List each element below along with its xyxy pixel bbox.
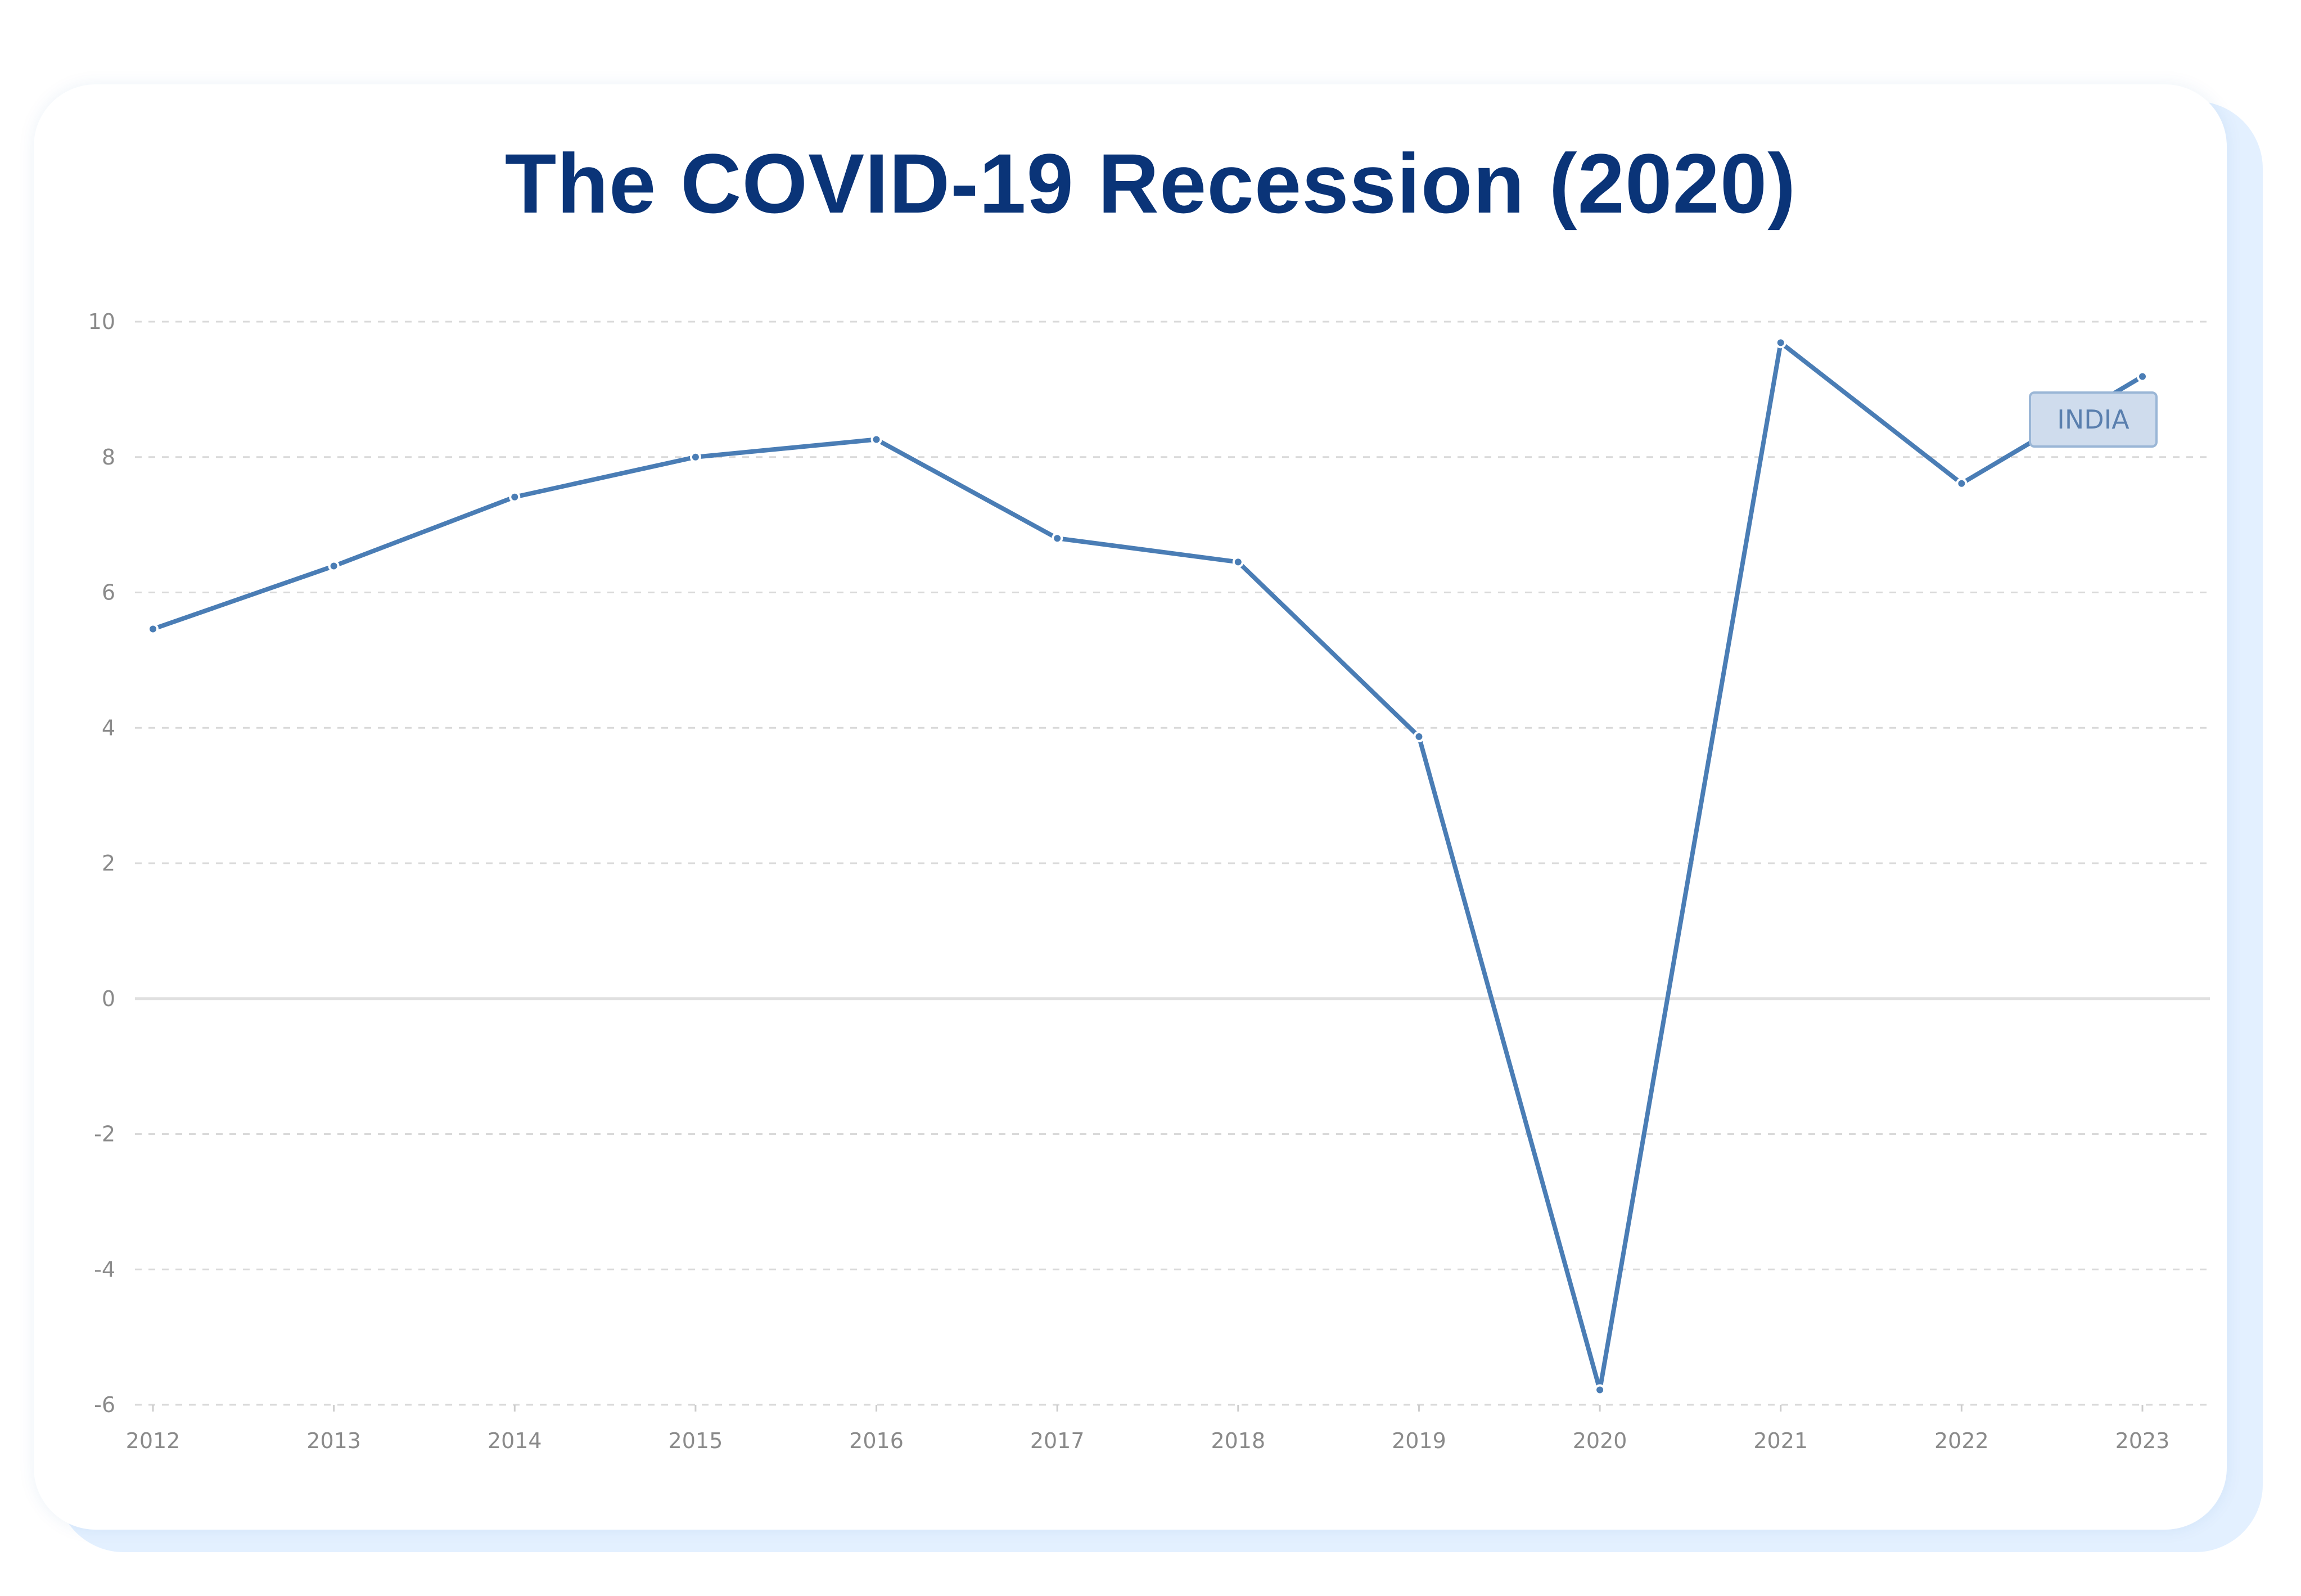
- x-tick-label: 2020: [1573, 1428, 1627, 1453]
- x-tick-label: 2012: [126, 1428, 181, 1453]
- chart-title: The COVID-19 Recession (2020): [504, 136, 1797, 231]
- y-axis-ticks: 10 8 6 4 2 0 -2 -4 -6: [88, 309, 115, 1417]
- legend-badge[interactable]: [2029, 391, 2158, 448]
- y-tick-label: -6: [94, 1392, 115, 1417]
- data-point[interactable]: [1594, 1384, 1606, 1396]
- x-axis-ticks: 2012 2013 2014 2015 2016 2017 2018 2019 2020 2021…: [126, 1405, 2170, 1453]
- y-tick-label: 8: [102, 445, 115, 470]
- x-tick-label: 2013: [306, 1428, 361, 1453]
- series-line: [152, 340, 2144, 1392]
- y-tick-label: 2: [102, 851, 115, 876]
- x-tick-label: 2021: [1753, 1428, 1808, 1453]
- series-layer: [147, 337, 2148, 1396]
- data-point[interactable]: [2137, 371, 2148, 382]
- data-point[interactable]: [1232, 556, 1244, 568]
- legend[interactable]: INDIA: [2029, 391, 2158, 448]
- chart-card: [34, 84, 2227, 1530]
- x-tick-label: 2017: [1030, 1428, 1085, 1453]
- y-tick-label: 4: [102, 715, 115, 740]
- y-tick-label: -4: [94, 1257, 115, 1282]
- x-tick-label: 2016: [849, 1428, 904, 1453]
- data-point[interactable]: [328, 560, 340, 572]
- data-point[interactable]: [147, 623, 159, 635]
- data-point[interactable]: [1413, 731, 1425, 742]
- y-tick-label: 10: [88, 309, 115, 334]
- y-tick-label: -2: [94, 1122, 115, 1147]
- y-tick-label: 0: [102, 986, 115, 1011]
- x-tick-label: 2023: [2115, 1428, 2170, 1453]
- legend-label: INDIA: [2057, 404, 2129, 435]
- x-tick-label: 2014: [488, 1428, 542, 1453]
- data-point[interactable]: [1052, 533, 1063, 544]
- data-point[interactable]: [1775, 337, 1786, 349]
- x-tick-label: 2022: [1934, 1428, 1989, 1453]
- x-tick-label: 2018: [1211, 1428, 1265, 1453]
- data-point[interactable]: [689, 451, 701, 463]
- data-point[interactable]: [1956, 477, 1968, 489]
- y-tick-label: 6: [102, 580, 115, 605]
- data-point[interactable]: [509, 491, 521, 503]
- data-point[interactable]: [870, 434, 882, 445]
- grid-lines: [135, 321, 2210, 1406]
- x-tick-label: 2015: [669, 1428, 723, 1453]
- x-tick-label: 2019: [1392, 1428, 1446, 1453]
